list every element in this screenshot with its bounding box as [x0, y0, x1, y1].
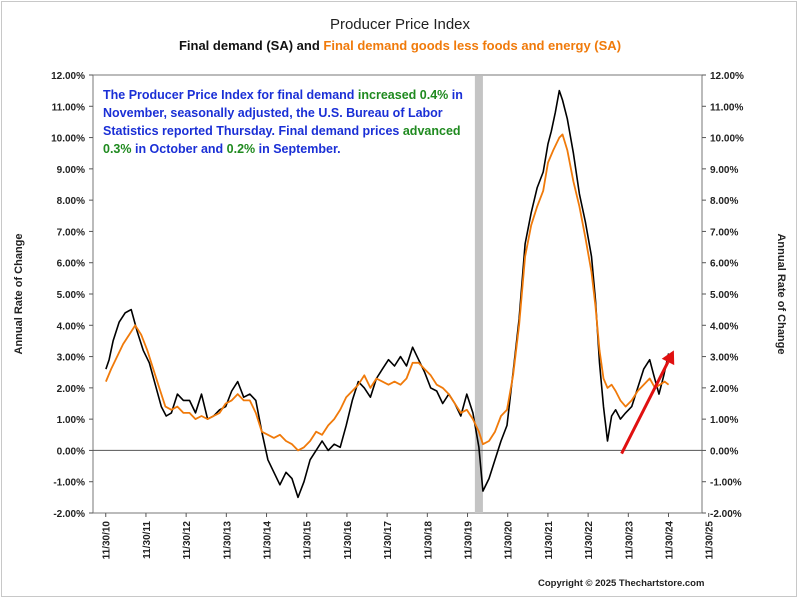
y-tick-label-right: 5.00% — [710, 290, 738, 301]
subtitle-series-2: Final demand goods less foods and energy… — [323, 38, 622, 53]
annotation-highlight-2: advanced 0.3% — [103, 124, 461, 156]
x-tick-label: 11/30/12 — [182, 521, 193, 560]
chart-annotation: The Producer Price Index for final deman… — [103, 86, 483, 158]
x-tick-label: 11/30/19 — [464, 521, 475, 560]
plot-area — [92, 74, 703, 514]
x-tick-label: 11/30/11 — [142, 521, 153, 559]
x-tick-label: 11/30/22 — [584, 521, 595, 560]
y-tick-label-left: 11.00% — [52, 102, 85, 113]
x-tick-label: 11/30/18 — [423, 521, 434, 560]
y-tick-label-left: 2.00% — [57, 384, 85, 395]
annotation-text-3: in October and — [131, 142, 227, 156]
y-tick-label-right: 7.00% — [710, 227, 738, 238]
y-tick-label-right: 2.00% — [710, 384, 738, 395]
recession-shading — [474, 76, 483, 513]
y-tick-label-left: 5.00% — [57, 290, 85, 301]
y-tick-label-right: 10.00% — [710, 134, 744, 145]
annotation-text-1: The Producer Price Index for final deman… — [103, 88, 358, 102]
y-tick-label-right: 9.00% — [710, 165, 738, 176]
y-tick-label-left: 9.00% — [57, 165, 85, 176]
y-tick-label-left: -2.00% — [53, 509, 85, 520]
subtitle-series-1: Final demand (SA) and — [178, 38, 324, 53]
copyright-text: Copyright © 2025 Thechartstore.com — [538, 578, 705, 589]
y-tick-label-left: 4.00% — [57, 321, 85, 332]
y-tick-label-left: -1.00% — [53, 478, 85, 489]
y-tick-label-left: 6.00% — [57, 259, 85, 270]
y-tick-label-right: 1.00% — [710, 415, 738, 426]
y-tick-label-right: 3.00% — [710, 353, 738, 364]
y-tick-label-right: -2.00% — [710, 509, 742, 520]
series-line-1 — [105, 89, 670, 499]
chart-title: Producer Price Index — [329, 16, 471, 33]
annotation-text-2: in November, seasonally adjusted, the U.… — [103, 88, 463, 138]
y-tick-label-left: 10.00% — [51, 134, 85, 145]
y-tick-label-right: 6.00% — [710, 259, 738, 270]
trend-arrow-head — [661, 350, 675, 366]
y-tick-label-right: 0.00% — [710, 446, 738, 457]
y-tick-label-left: 7.00% — [57, 227, 85, 238]
x-tick-label: 11/30/13 — [222, 521, 233, 560]
y-axis-label-left: Annual Rate of Change — [13, 233, 25, 354]
y-tick-label-right: 4.00% — [710, 321, 738, 332]
x-tick-label: 11/30/23 — [624, 521, 635, 560]
y-tick-label-left: 1.00% — [57, 415, 85, 426]
x-tick-label: 11/30/10 — [102, 521, 113, 560]
x-tick-label: 11/30/14 — [263, 521, 274, 560]
annotation-highlight-1: increased 0.4% — [357, 88, 449, 102]
annotation-text-4: in September. — [255, 142, 341, 156]
y-tick-label-left: 3.00% — [57, 353, 85, 364]
chart-subtitle: Final demand (SA) and Final demand goods… — [0, 38, 800, 53]
y-tick-label-right: 8.00% — [710, 196, 738, 207]
x-tick-label: 11/30/16 — [343, 521, 354, 560]
x-tick-label: 11/30/24 — [665, 521, 676, 560]
y-tick-label-left: 0.00% — [57, 446, 85, 457]
y-tick-label-right: 12.00% — [710, 71, 744, 82]
y-tick-label-left: 8.00% — [57, 196, 85, 207]
y-tick-label-right: 11.00% — [710, 102, 743, 113]
annotation-highlight-3: 0.2% — [226, 142, 256, 156]
x-tick-label: 11/30/21 — [544, 521, 555, 560]
y-tick-label-right: -1.00% — [710, 478, 742, 489]
x-tick-label: 11/30/15 — [303, 521, 314, 560]
x-tick-label: 11/30/20 — [504, 521, 515, 560]
series-line-2 — [105, 133, 670, 452]
trend-arrow-shaft — [620, 361, 670, 455]
y-axis-label-right: Annual Rate of Change — [775, 233, 787, 354]
y-tick-label-left: 12.00% — [51, 71, 85, 82]
x-tick-label: 11/30/25 — [705, 521, 716, 560]
x-tick-label: 11/30/17 — [383, 521, 394, 560]
